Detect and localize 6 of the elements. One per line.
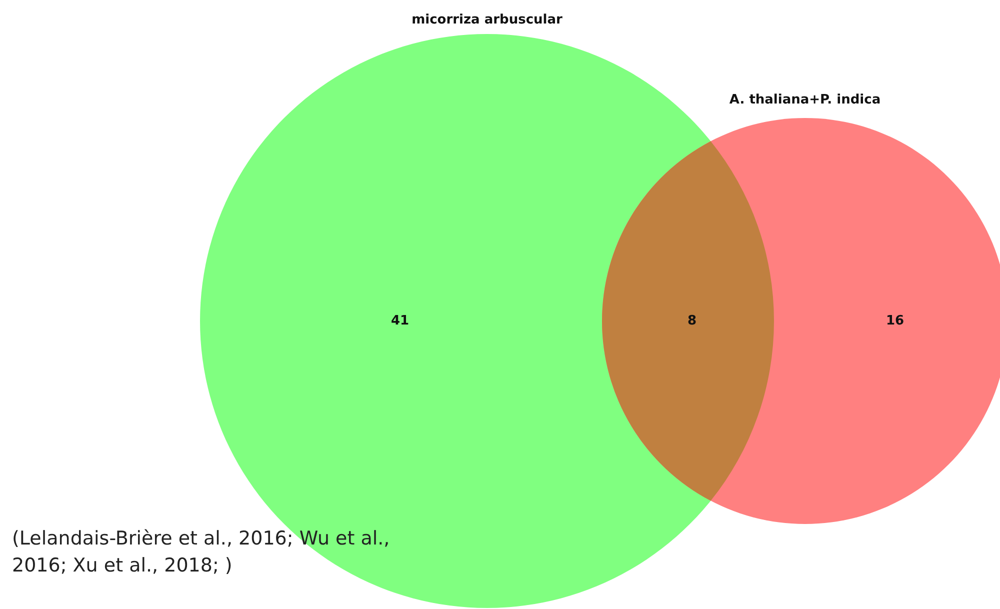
- data-label: 16: [886, 314, 904, 328]
- category-label: A. thaliana+P. indica: [729, 92, 881, 108]
- text: (Lelandais-Brière et al., 2016; Wu et al., 2016; Xu et al., 2018; ): [12, 528, 390, 576]
- data-label: 8: [687, 314, 697, 328]
- data-label: 41: [390, 314, 410, 328]
- category-label: micorriza arbuscular: [412, 12, 564, 28]
